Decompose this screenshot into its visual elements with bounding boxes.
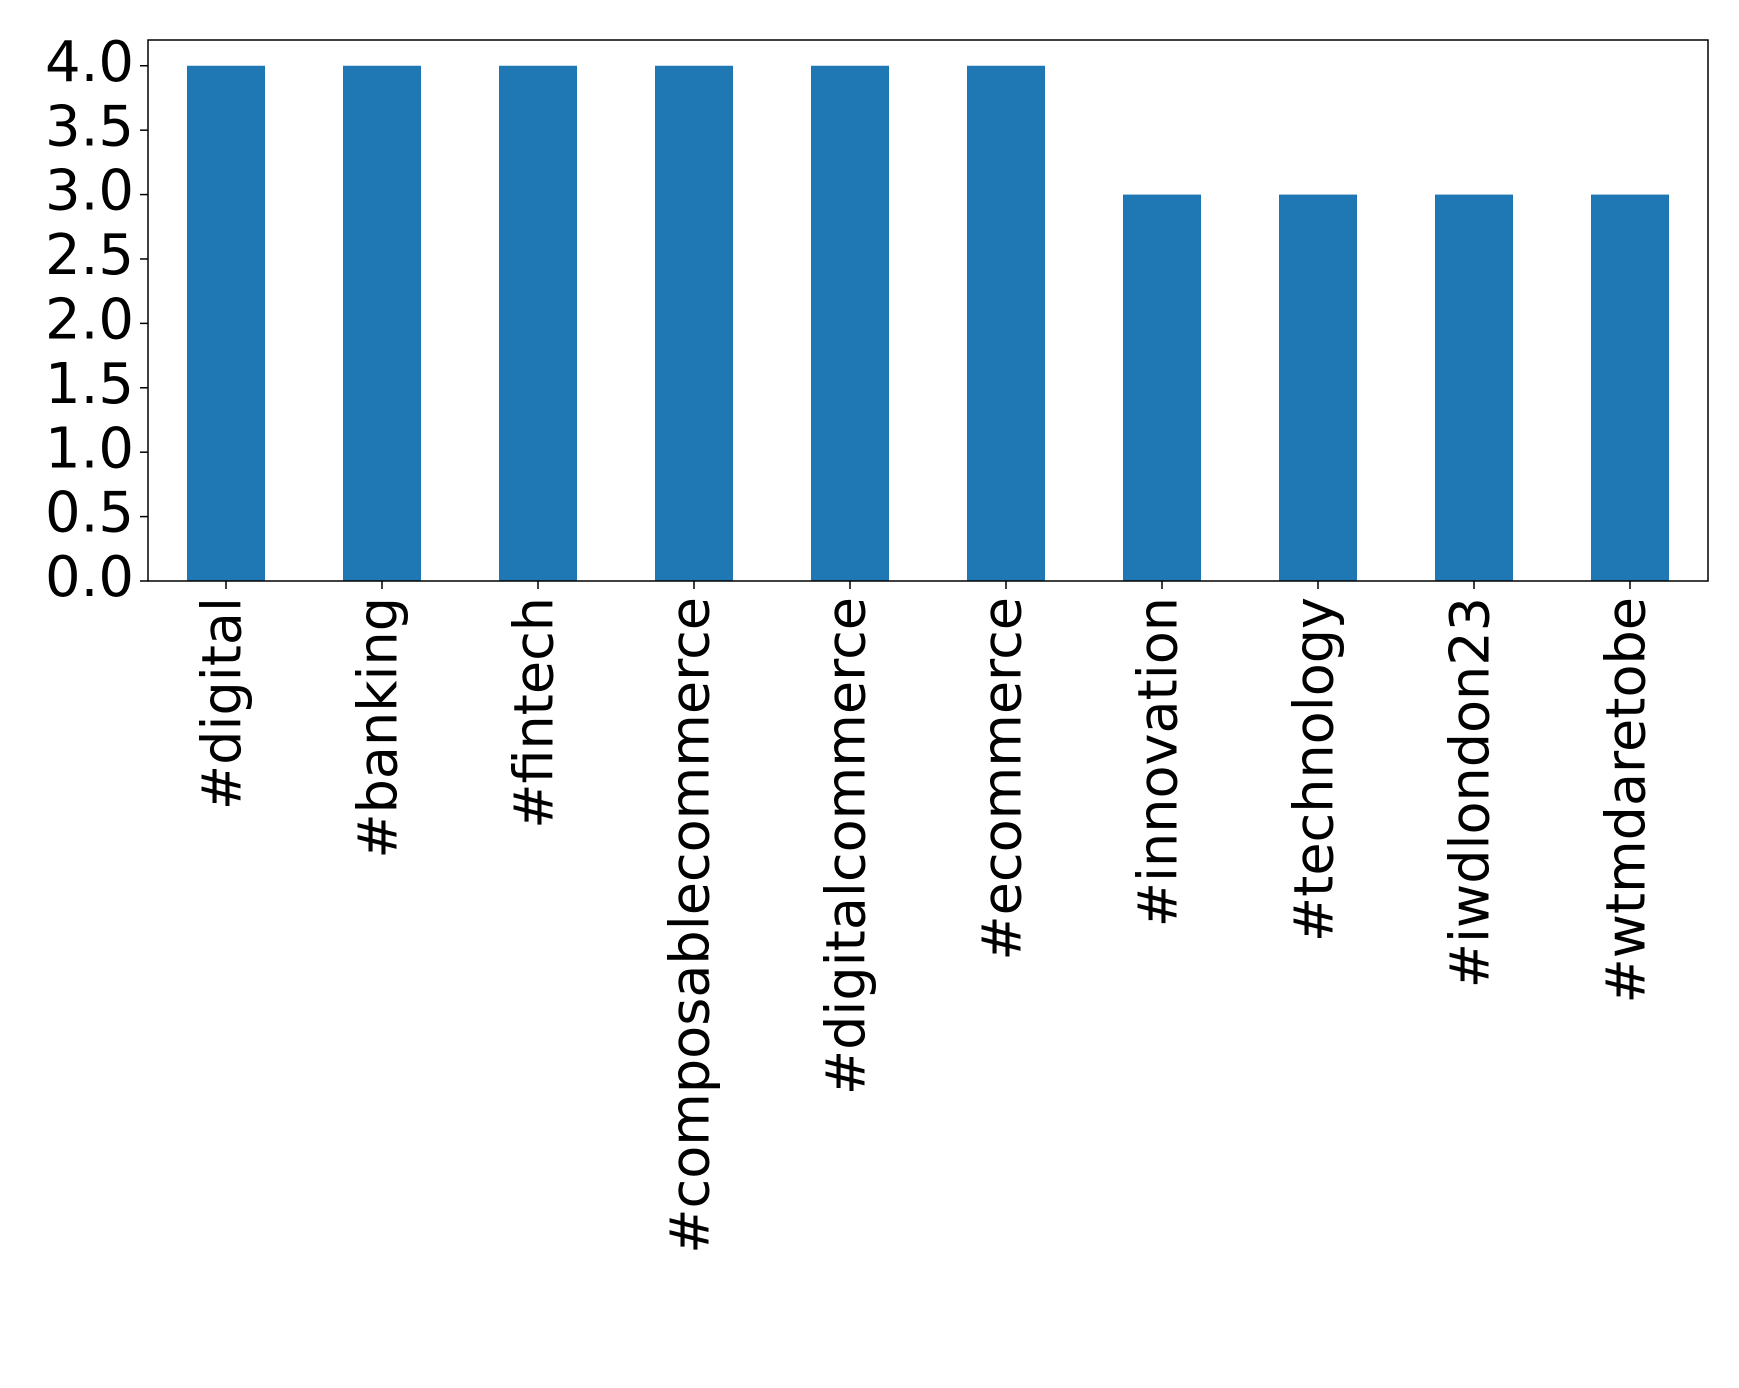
bar bbox=[967, 65, 1045, 581]
bar bbox=[499, 65, 577, 581]
y-tick-label: 2.5 bbox=[45, 223, 134, 288]
x-tick-label: #innovation bbox=[1127, 597, 1190, 927]
y-tick-label: 0.5 bbox=[45, 481, 134, 546]
y-tick-label: 0.0 bbox=[45, 545, 134, 610]
y-tick-label: 3.0 bbox=[45, 159, 134, 224]
bar bbox=[1279, 194, 1357, 582]
bar bbox=[187, 65, 265, 581]
plot-frame bbox=[147, 39, 1709, 582]
x-tick-label: #ecommerce bbox=[971, 597, 1034, 961]
y-tick-label: 2.0 bbox=[45, 288, 134, 353]
bar bbox=[655, 65, 733, 581]
x-tick-label: #digital bbox=[191, 597, 254, 810]
bar bbox=[811, 65, 889, 581]
x-tick-label: #composablecommerce bbox=[659, 597, 722, 1254]
x-tick-label: #digitalcommerce bbox=[815, 597, 878, 1095]
x-tick-label: #wtmdaretobe bbox=[1595, 597, 1658, 1004]
x-tick-label: #fintech bbox=[503, 597, 566, 829]
x-tick-label: #iwdlondon23 bbox=[1439, 597, 1502, 988]
bar bbox=[1591, 194, 1669, 582]
x-tick-label: #technology bbox=[1283, 597, 1346, 942]
y-tick-label: 1.5 bbox=[45, 352, 134, 417]
y-tick-label: 3.5 bbox=[45, 94, 134, 159]
y-tick-label: 4.0 bbox=[45, 30, 134, 95]
y-tick-label: 1.0 bbox=[45, 416, 134, 481]
bar bbox=[1123, 194, 1201, 582]
bar bbox=[1435, 194, 1513, 582]
x-tick-label: #banking bbox=[347, 597, 410, 859]
bar bbox=[343, 65, 421, 581]
